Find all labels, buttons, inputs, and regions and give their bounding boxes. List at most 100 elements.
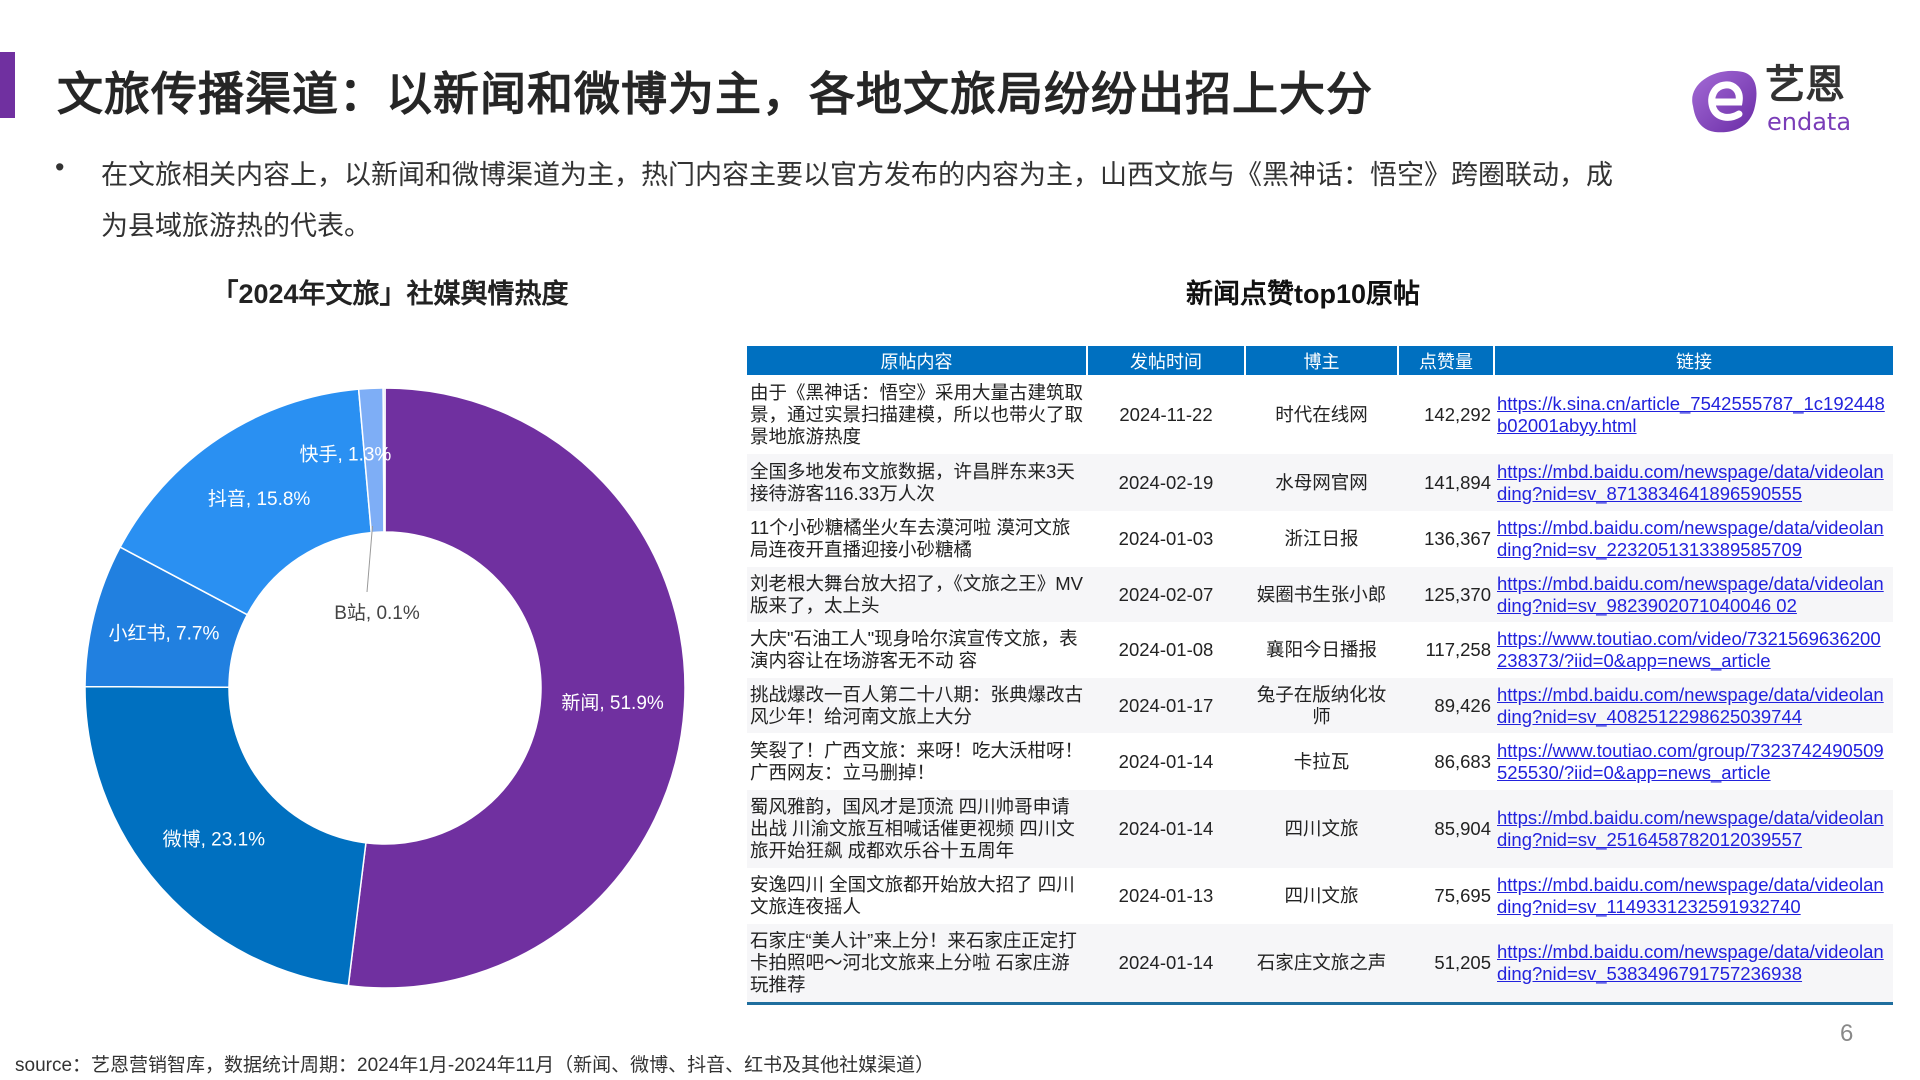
leader-line: [366, 525, 373, 593]
post-link[interactable]: https://mbd.baidu.com/newspage/data/vide…: [1497, 460, 1884, 504]
source-note: source：艺恩营销智库，数据统计周期：2024年1月-2024年11月（新闻…: [15, 1055, 935, 1076]
table-row: 笑裂了！广西文旅：来呀！吃大沃柑呀！广西网友：立马删掉！ 2024-01-14 卡拉…: [747, 733, 1893, 790]
post-link-cell: https://mbd.baidu.com/newspage/data/vide…: [1494, 454, 1893, 511]
column-header-content: 原帖内容: [747, 346, 1088, 375]
post-date: 2024-01-17: [1087, 678, 1245, 733]
table-row: 11个小砂糖橘坐火车去漠河啦 漠河文旅局连夜开直播迎接小砂糖橘 2024-01-0…: [747, 511, 1893, 567]
post-date: 2024-01-14: [1087, 790, 1245, 868]
post-author: 卡拉瓦: [1293, 750, 1350, 772]
post-date: 2024-11-22: [1119, 403, 1213, 425]
post-likes: 136,367: [1424, 528, 1491, 549]
page-number: 6: [1840, 1020, 1854, 1047]
post-link-cell: https://mbd.baidu.com/newspage/data/vide…: [1494, 924, 1893, 1003]
post-date: 2024-02-19: [1087, 454, 1245, 511]
post-author: 四川文旅: [1245, 790, 1398, 868]
column-header-likes: 点赞量: [1398, 346, 1495, 375]
slice-label: 新闻, 51.9%: [561, 692, 664, 714]
post-date: 2024-01-14: [1118, 750, 1214, 772]
post-content: 安逸四川 全国文旅都开始放大招了 四川文旅连夜摇人: [750, 874, 1075, 917]
table-header-row: 原帖内容 发帖时间 博主 点赞量 链接: [747, 346, 1893, 375]
table-row: 安逸四川 全国文旅都开始放大招了 四川文旅连夜摇人 2024-01-13 四川文旅 7…: [747, 868, 1893, 924]
post-date: 2024-01-13: [1118, 885, 1214, 906]
post-link-cell: https://mbd.baidu.com/newspage/data/vide…: [1494, 678, 1893, 733]
post-link-cell: https://www.toutiao.com/video/7321569636…: [1494, 622, 1893, 678]
post-likes: 125,370: [1398, 567, 1494, 622]
slice-label: 小红书, 7.7%: [108, 622, 219, 644]
post-content: 大庆"石油工人"现身哈尔滨宣传文旅，表演内容让在场游客无不动 容: [750, 628, 1078, 671]
table-row: 大庆"石油工人"现身哈尔滨宣传文旅，表演内容让在场游客无不动 容 2024-01-…: [747, 622, 1893, 678]
slice-label: B站, 0.1%: [334, 602, 420, 624]
table-row: 蜀风雅韵，国风才是顶流 四川帅哥申请出战 川渝文旅互相喊话催更视频 四川文旅开始…: [747, 790, 1893, 868]
donut-slice-1: [84, 685, 367, 987]
post-author: 石家庄文旅之声: [1245, 924, 1398, 1003]
post-content: 刘老根大舞台放大招了，《文旅之王》MV版来了，太上头: [747, 567, 1087, 622]
post-link-cell: https://mbd.baidu.com/newspage/data/vide…: [1494, 511, 1893, 567]
post-link[interactable]: https://mbd.baidu.com/newspage/data/vide…: [1497, 572, 1884, 616]
slice-label: 抖音, 15.8%: [208, 488, 311, 510]
slice-label: 快手, 1.3%: [299, 443, 391, 465]
post-link[interactable]: https://www.toutiao.com/video/7321569636…: [1497, 628, 1881, 671]
post-likes: 51,205: [1398, 924, 1494, 1003]
table-row: 刘老根大舞台放大招了，《文旅之王》MV版来了，太上头 2024-02-07 娱圈书生…: [747, 567, 1893, 622]
table-row: 由于《黑神话：悟空》采用大量古建筑取景，通过实景扫描建模，所以也带火了取景地旅游…: [747, 375, 1893, 454]
post-author: 兔子在版纳化妆师: [1245, 678, 1398, 733]
post-link[interactable]: https://www.toutiao.com/group/7323742490…: [1497, 739, 1884, 783]
column-header-link: 链接: [1494, 346, 1893, 375]
donut-slice-0: [347, 387, 686, 989]
post-content: 石家庄“美人计”来上分！来石家庄正定打卡拍照吧～河北文旅来上分啦 石家庄游玩推荐: [747, 924, 1087, 1003]
post-author: 娱圈书生张小郎: [1245, 567, 1398, 622]
table-row: 石家庄“美人计”来上分！来石家庄正定打卡拍照吧～河北文旅来上分啦 石家庄游玩推荐…: [747, 924, 1893, 1003]
post-link[interactable]: https://mbd.baidu.com/newspage/data/vide…: [1497, 940, 1884, 984]
post-date: 2024-01-14: [1087, 924, 1245, 1003]
post-author: 时代在线网: [1275, 403, 1368, 425]
post-date: 2024-02-07: [1087, 567, 1245, 622]
post-content: 笑裂了！广西文旅：来呀！吃大沃柑呀！广西网友：立马删掉！: [750, 739, 1084, 783]
post-link-cell: https://mbd.baidu.com/newspage/data/vide…: [1494, 567, 1893, 622]
post-likes: 117,258: [1425, 639, 1492, 660]
slice-label: 微博, 23.1%: [163, 829, 266, 851]
page-title: 文旅传播渠道：以新闻和微博为主，各地文旅局纷纷出招上大分: [57, 68, 1373, 120]
post-author: 浙江日报: [1284, 528, 1359, 549]
post-content: 11个小砂糖橘坐火车去漠河啦 漠河文旅局连夜开直播迎接小砂糖橘: [750, 517, 1071, 560]
post-author: 四川文旅: [1284, 885, 1359, 906]
bullet-marker: •: [55, 152, 65, 182]
post-link[interactable]: https://mbd.baidu.com/newspage/data/vide…: [1497, 683, 1884, 727]
post-likes: 141,894: [1398, 454, 1494, 511]
post-link[interactable]: https://mbd.baidu.com/newspage/data/vide…: [1497, 517, 1884, 560]
post-likes: 89,426: [1398, 678, 1494, 733]
column-header-date: 发帖时间: [1087, 346, 1246, 375]
post-author: 水母网官网: [1245, 454, 1398, 511]
post-likes: 75,695: [1434, 885, 1491, 906]
post-likes: 85,904: [1398, 790, 1494, 868]
post-date: 2024-01-03: [1118, 528, 1214, 549]
post-link[interactable]: https://mbd.baidu.com/newspage/data/vide…: [1497, 807, 1884, 850]
column-header-author: 博主: [1245, 346, 1399, 375]
post-author: 襄阳今日播报: [1265, 639, 1377, 660]
post-content: 全国多地发布文旅数据，许昌胖东来3天接待游客116.33万人次: [747, 454, 1087, 511]
post-link-cell: https://mbd.baidu.com/newspage/data/vide…: [1494, 790, 1893, 868]
post-link-cell: https://www.toutiao.com/group/7323742490…: [1494, 733, 1893, 790]
logo-text-cn: 艺恩: [1765, 62, 1845, 108]
post-content: 由于《黑神话：悟空》采用大量古建筑取景，通过实景扫描建模，所以也带火了取景地旅游…: [750, 381, 1084, 447]
post-link[interactable]: https://mbd.baidu.com/newspage/data/vide…: [1497, 874, 1884, 917]
post-likes: 142,292: [1424, 403, 1491, 425]
post-content: 蜀风雅韵，国风才是顶流 四川帅哥申请出战 川渝文旅互相喊话催更视频 四川文旅开始…: [747, 790, 1087, 868]
title-accent-bar: [0, 52, 15, 118]
donut-slice-5: [382, 387, 386, 533]
post-link-cell: https://k.sina.cn/article_7542555787_1c1…: [1494, 375, 1893, 454]
post-content: 挑战爆改一百人第二十八期：张典爆改古风少年！给河南文旅上大分: [747, 678, 1087, 733]
post-link-cell: https://mbd.baidu.com/newspage/data/vide…: [1494, 868, 1893, 924]
news-top10-table: 原帖内容 发帖时间 博主 点赞量 链接 由于《黑神话：悟空》采用大量古建筑取景，…: [747, 346, 1893, 1005]
logo-text-en: endata: [1767, 108, 1851, 136]
post-date: 2024-01-08: [1118, 639, 1214, 660]
endata-logo-icon: 艺恩 endata: [1692, 62, 1851, 136]
table-title: 新闻点赞top10原帖: [1185, 279, 1420, 309]
donut-slice-3: [119, 388, 373, 616]
chart-title: 「2024年文旅」社媒舆情热度: [211, 279, 569, 309]
endata-logo: 艺恩 endata: [1685, 58, 1895, 138]
donut-chart: 新闻, 51.9% 微博, 23.1% 小红书, 7.7% 抖音, 15.8% 快手, …: [84, 387, 686, 989]
table-row: 全国多地发布文旅数据，许昌胖东来3天接待游客116.33万人次 2024-02-1…: [747, 454, 1893, 511]
table-row: 挑战爆改一百人第二十八期：张典爆改古风少年！给河南文旅上大分 2024-01-17…: [747, 678, 1893, 733]
post-link[interactable]: https://k.sina.cn/article_7542555787_1c1…: [1497, 392, 1885, 436]
summary-text: 在文旅相关内容上，以新闻和微博渠道为主，热门内容主要以官方发布的内容为主，山西文…: [101, 160, 1613, 241]
